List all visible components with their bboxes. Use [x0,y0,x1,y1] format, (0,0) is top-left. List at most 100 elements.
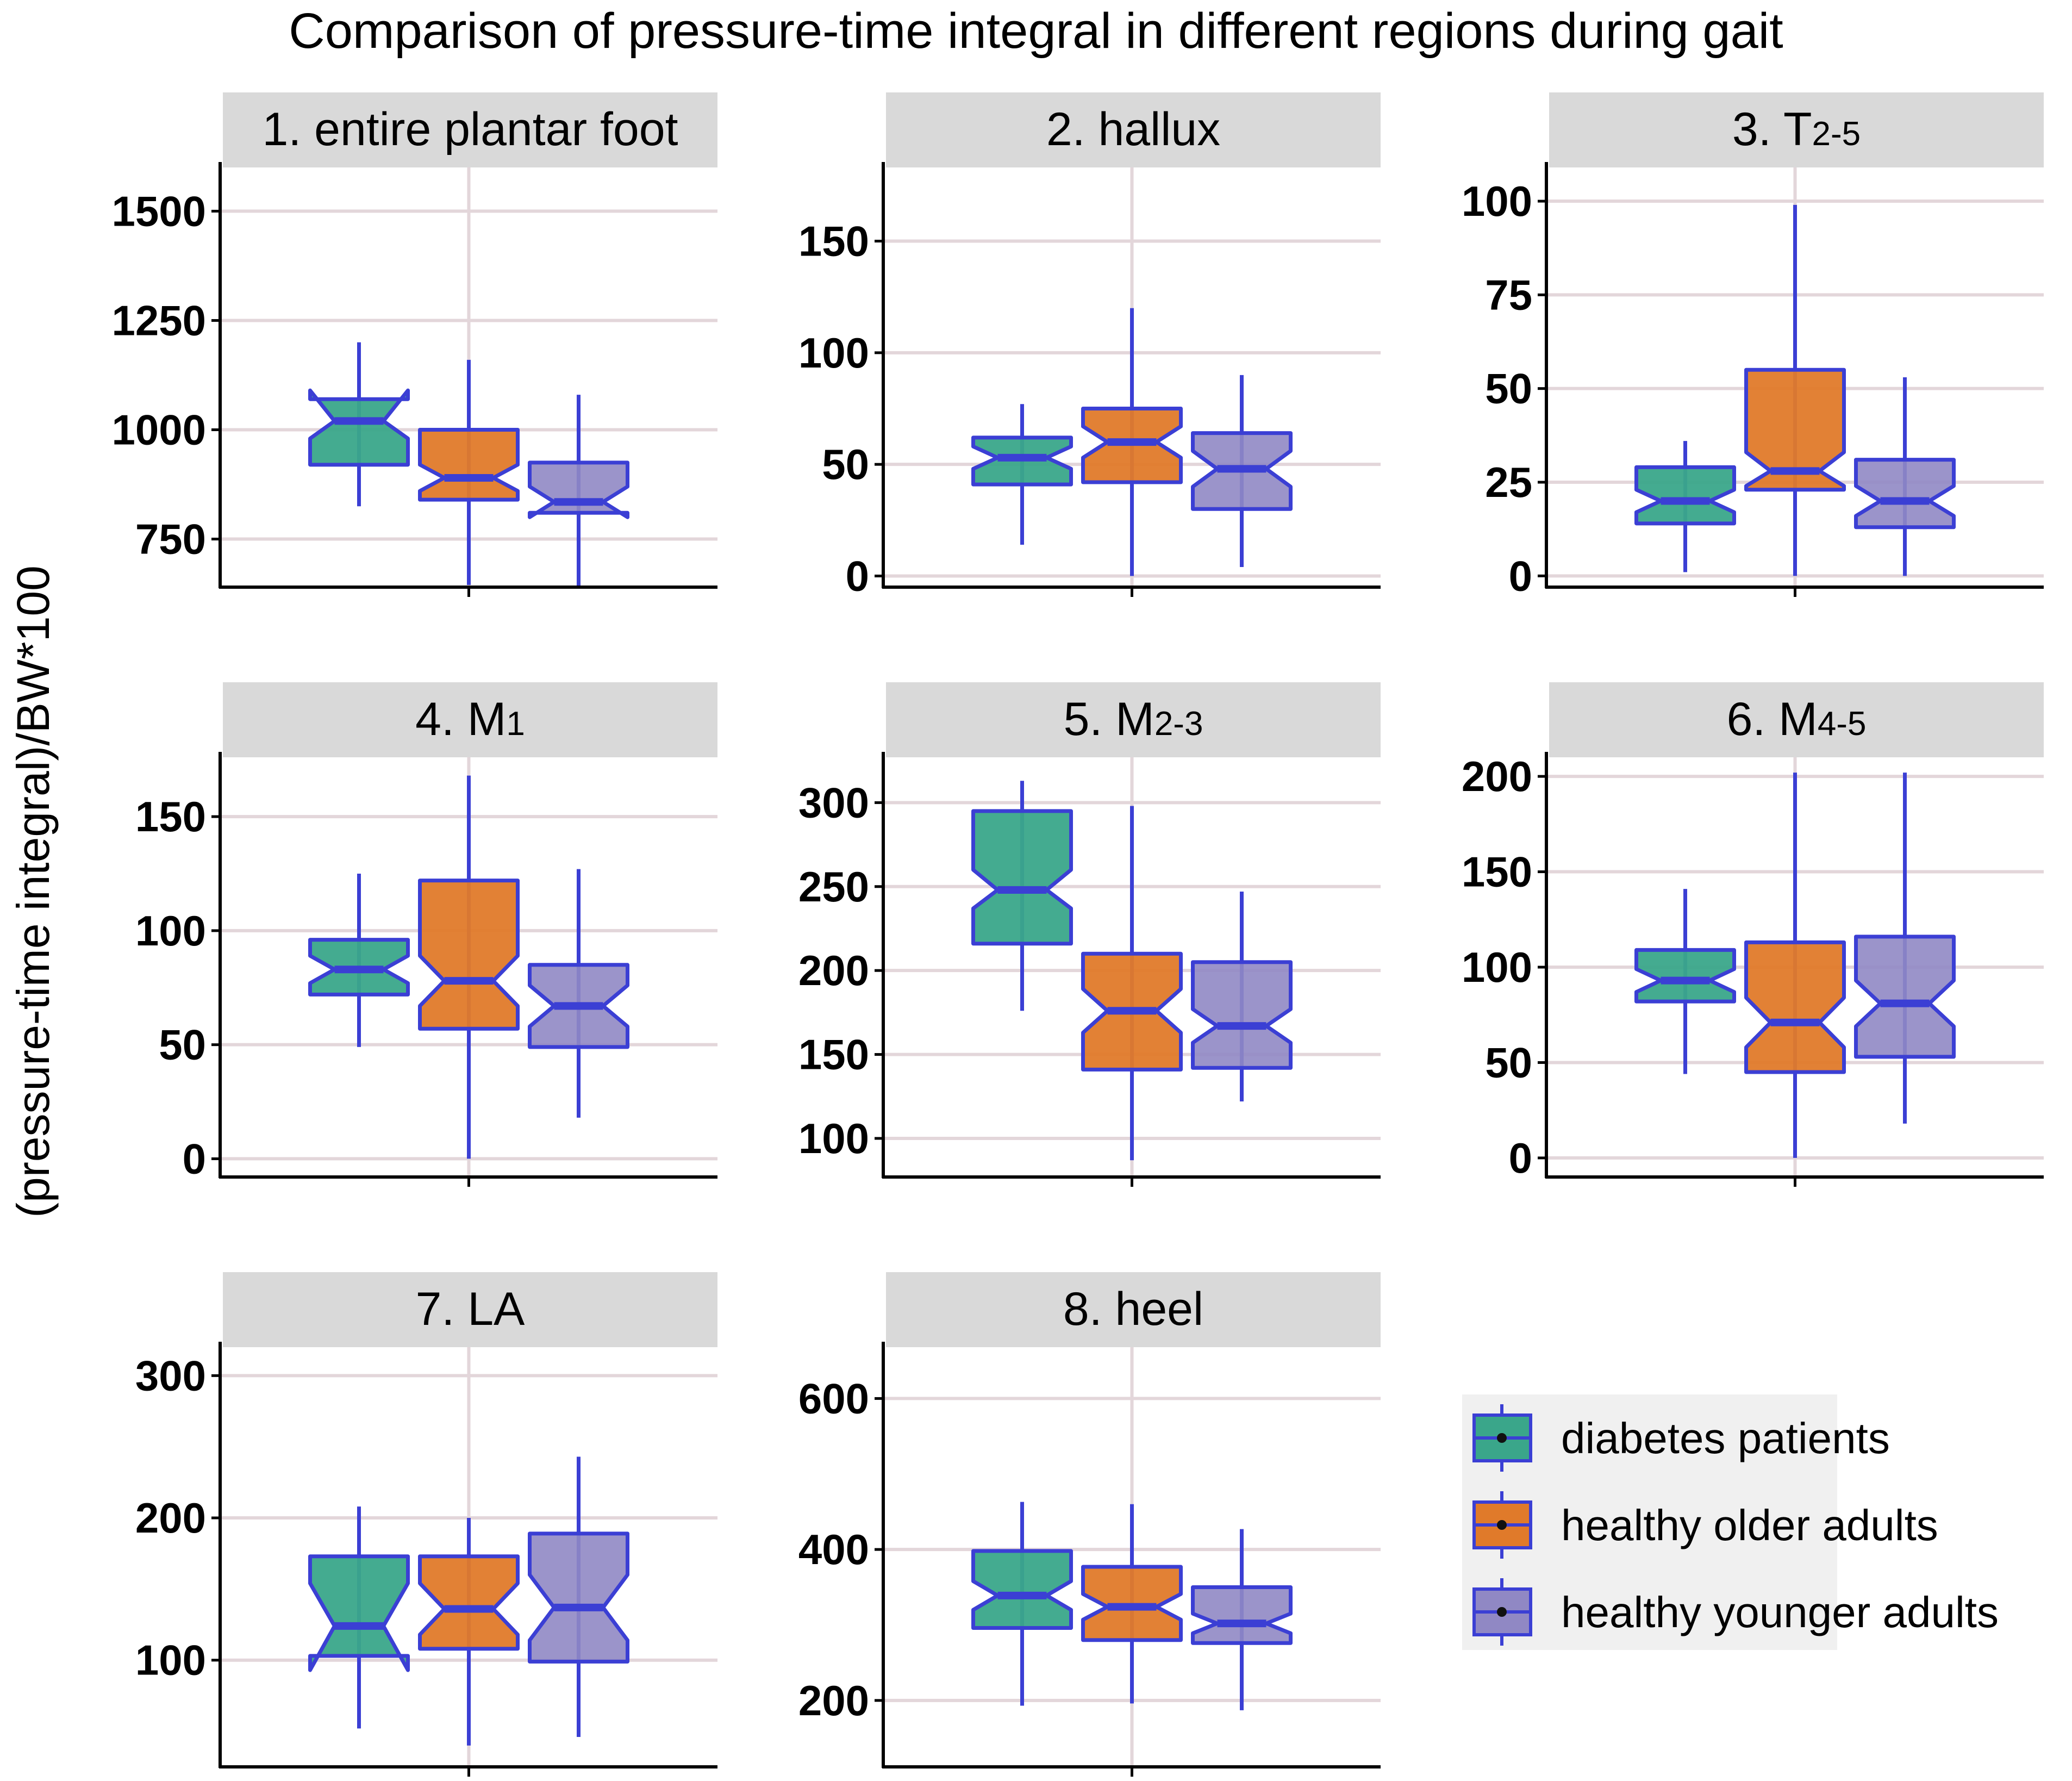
box-younger [528,869,629,1118]
legend-key-dot [1497,1520,1507,1530]
y-tick-label: 100 [1462,177,1532,225]
box-older [1744,773,1846,1158]
y-tick-label: 200 [135,1494,206,1542]
panel-title-sub: 4-5 [1818,705,1867,743]
panel-8: 8. heel 200 400 600 [798,1272,1381,1777]
box-younger [528,395,629,587]
box-body [528,1531,629,1664]
box-body [971,1549,1073,1630]
y-tick-label: 100 [135,907,206,955]
panel-5: 5. M2-3 100 150 200 250 300 [798,682,1381,1187]
y-tick-label: 750 [135,515,206,563]
panel-title-main: 2. hallux [1046,103,1220,155]
y-tick-label: 75 [1485,271,1532,319]
box-older [1081,1504,1183,1704]
legend-label: healthy older adults [1561,1501,1938,1549]
legend-item: diabetes patients [1472,1404,1890,1472]
legend-item: healthy younger adults [1472,1578,1999,1646]
panel-strip [223,92,717,167]
panel-title-main: 8. heel [1063,1283,1203,1335]
y-tick-label: 1250 [111,296,206,344]
panel-2: 2. hallux 0 50 100 150 [798,92,1381,600]
panels: 1. entire plantar foot7501000125015002. … [111,92,2044,1777]
box-younger [1191,892,1293,1102]
box-diabetes [971,404,1073,545]
y-tick-label: 300 [798,779,869,826]
box-body [308,388,410,467]
y-tick-label: 0 [1509,1134,1532,1182]
panel-strip [223,1272,717,1347]
panel-title-main: 5. M [1064,693,1154,745]
panel-strip [886,1272,1381,1347]
y-tick-label: 0 [846,552,869,600]
panel-title-main: 7. LA [416,1283,525,1335]
y-tick-label: 250 [798,863,869,911]
panel-title: 7. LA [416,1283,525,1335]
box-diabetes [308,342,410,507]
panel-3: 3. T2-5 0 25 50 75 100 [1462,92,2044,600]
y-tick-label: 0 [1509,552,1532,600]
box-younger [528,1456,629,1738]
y-tick-label: 50 [822,440,869,488]
panel-6: 6. M4-5 0 50 100 150 200 [1462,682,2044,1187]
y-tick-label: 50 [159,1021,206,1069]
panel-strip [886,92,1381,167]
panel-title: 8. heel [1063,1283,1203,1335]
box-body [528,460,629,519]
box-diabetes [1634,441,1736,572]
box-younger [1854,377,1956,576]
legend-label: healthy younger adults [1561,1588,1999,1636]
panel-7: 7. LA 100 200 300 [135,1272,717,1777]
y-tick-label: 150 [798,217,869,265]
y-tick-label: 0 [183,1135,206,1182]
panel-title-main: 6. M [1727,693,1818,745]
chart-title: Comparison of pressure-time integral in … [289,3,1783,59]
box-body [418,1554,520,1651]
box-body [1744,940,1846,1074]
legend-label: diabetes patients [1561,1414,1890,1462]
box-body [308,1554,410,1672]
panel-title-sub: 1 [506,705,525,743]
box-body [1191,960,1293,1070]
legend-key-dot [1497,1433,1507,1443]
y-axis-label: (pressure-time integral)/BW*100 [8,565,59,1218]
panel-strip [886,682,1381,757]
panel-title-main: 1. entire plantar foot [263,103,678,155]
box-older [418,1518,520,1746]
box-body [1854,935,1956,1059]
y-tick-label: 200 [1462,752,1532,800]
y-tick-label: 150 [1462,848,1532,896]
box-body [1744,368,1846,492]
legend-item: healthy older adults [1472,1491,1938,1559]
box-body [1854,458,1956,530]
box-body [1634,948,1736,1004]
panel-title-sub: 2-3 [1154,705,1203,743]
y-tick-label: 300 [135,1352,206,1399]
y-tick-label: 200 [798,946,869,994]
box-older [418,775,520,1159]
box-body [418,879,520,1031]
box-body [1634,465,1736,526]
y-tick-label: 600 [798,1374,869,1422]
legend-key-dot [1497,1607,1507,1617]
y-tick-label: 1500 [111,187,206,235]
panel-title-main: 4. M [415,693,506,745]
panel-strip [1549,682,2044,757]
legend: diabetes patients healthy older adults hea… [1462,1394,1999,1650]
y-tick-label: 400 [798,1525,869,1573]
y-tick-label: 200 [798,1677,869,1724]
y-tick-label: 50 [1485,365,1532,413]
box-diabetes [971,781,1073,1011]
box-diabetes [971,1502,1073,1706]
y-tick-label: 50 [1485,1038,1532,1086]
y-tick-label: 1000 [111,406,206,454]
y-tick-label: 100 [1462,943,1532,991]
y-tick-label: 150 [135,793,206,840]
panel-4: 4. M1 0 50 100 150 [135,682,717,1187]
y-tick-label: 100 [798,1114,869,1162]
panel-title: 6. M4-5 [1727,693,1867,745]
box-diabetes [308,1506,410,1729]
box-diabetes [308,873,410,1047]
box-younger [1191,375,1293,568]
box-younger [1854,773,1956,1124]
